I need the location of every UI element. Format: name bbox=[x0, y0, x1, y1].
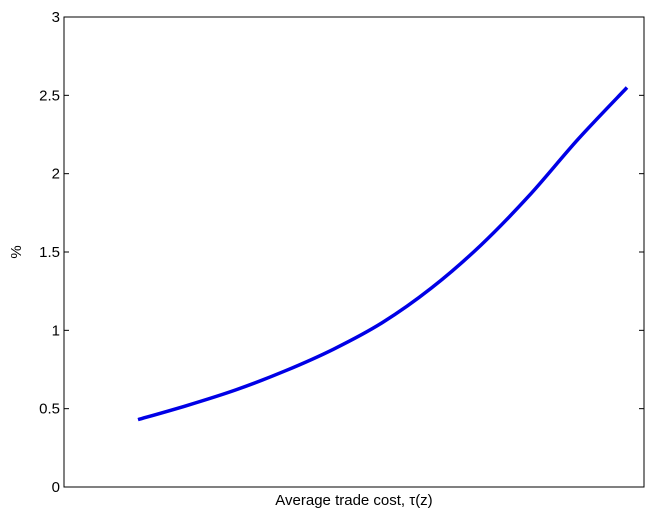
x-axis-label: Average trade cost, τ(z) bbox=[275, 492, 432, 509]
series-line bbox=[137, 86, 629, 422]
plot-frame bbox=[63, 16, 645, 488]
y-tick-label: 3 bbox=[52, 9, 60, 26]
y-tick-label: 2.5 bbox=[39, 87, 60, 104]
y-tick-label: 1 bbox=[52, 322, 60, 339]
y-tick-label: 0.5 bbox=[39, 401, 60, 418]
series-group bbox=[137, 86, 629, 422]
y-tick-label: 2 bbox=[52, 166, 60, 183]
y-axis-ticks: 0 0.5 1 1.5 2 2.5 3 bbox=[39, 9, 644, 496]
y-tick-label: 0 bbox=[52, 479, 60, 496]
y-axis-label: % bbox=[8, 245, 25, 258]
y-tick-label: 1.5 bbox=[39, 244, 60, 261]
